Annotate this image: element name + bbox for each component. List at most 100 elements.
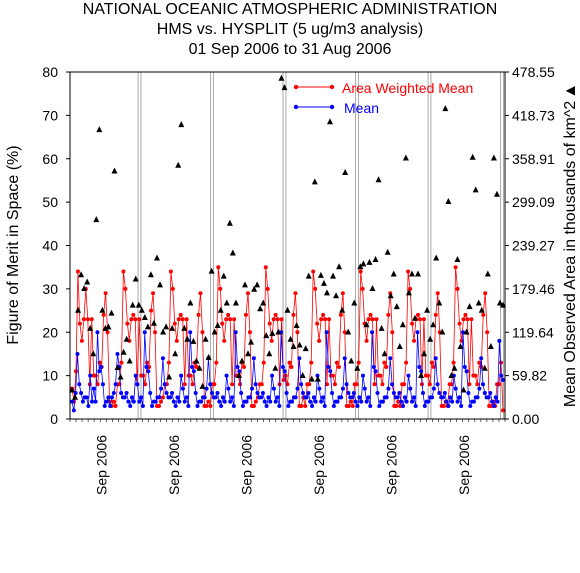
data-point <box>244 399 249 404</box>
data-point <box>485 330 490 335</box>
data-point <box>81 317 86 322</box>
data-point <box>311 269 316 274</box>
area-triangle-marker <box>424 306 431 313</box>
data-point <box>259 395 264 400</box>
area-triangle-marker <box>439 328 446 335</box>
data-point <box>242 364 247 369</box>
data-point <box>495 399 500 404</box>
data-point <box>243 312 248 317</box>
data-point <box>88 373 93 378</box>
data-point <box>131 399 136 404</box>
area-triangle-marker <box>469 153 476 160</box>
data-point <box>150 403 155 408</box>
area-triangle-marker <box>287 335 294 342</box>
chart-title-line-3: 01 Sep 2006 to 31 Aug 2006 <box>188 41 392 58</box>
data-point <box>404 399 409 404</box>
data-point <box>175 395 180 400</box>
data-point <box>164 390 169 395</box>
data-point <box>413 403 418 408</box>
chart-title-line-1: NATIONAL OCEANIC ATMOSPHERIC ADMINISTRAT… <box>82 1 498 18</box>
area-triangle-marker <box>211 328 218 335</box>
area-triangle-marker <box>181 324 188 331</box>
data-point <box>499 373 504 378</box>
data-point <box>446 403 451 408</box>
data-point <box>171 399 176 404</box>
data-point <box>151 291 156 296</box>
data-point <box>313 399 318 404</box>
area-triangle-marker <box>272 364 279 371</box>
data-point <box>501 377 505 382</box>
data-point <box>315 321 320 326</box>
data-point <box>270 373 275 378</box>
area-triangle-marker <box>93 216 100 223</box>
data-point <box>160 356 165 361</box>
series-2 <box>69 74 506 400</box>
data-point <box>482 390 487 395</box>
data-point <box>170 286 175 291</box>
data-point <box>299 403 304 408</box>
data-point <box>293 291 298 296</box>
data-point <box>473 373 478 378</box>
data-point <box>260 390 265 395</box>
data-point <box>449 382 454 387</box>
data-point <box>121 269 126 274</box>
area-triangle-marker <box>78 271 85 278</box>
x-axis-ticks: Sep 2006 Sep 2006 Sep 2006 Sep 2006 Sep 2006… <box>69 419 506 495</box>
data-point <box>358 269 363 274</box>
data-point <box>491 403 496 408</box>
data-point <box>326 364 331 369</box>
data-point <box>113 382 118 387</box>
data-point <box>399 399 404 404</box>
data-point <box>455 399 460 404</box>
area-triangle-marker <box>418 371 425 378</box>
area-triangle-marker <box>169 324 176 331</box>
area-triangle-marker <box>433 254 440 261</box>
data-point <box>336 364 341 369</box>
data-point <box>119 390 124 395</box>
data-point <box>268 399 273 404</box>
area-triangle-marker <box>445 197 452 204</box>
data-point <box>174 338 179 343</box>
area-triangle-marker <box>387 292 394 299</box>
data-point <box>330 390 335 395</box>
data-point <box>386 312 391 317</box>
area-triangle-marker <box>281 84 288 91</box>
area-triangle-marker <box>96 126 103 133</box>
left-tick-label: 50 <box>42 194 58 210</box>
area-triangle-marker <box>99 306 106 313</box>
x-tick-label: Sep 2006 <box>166 435 182 495</box>
area-triangle-marker <box>126 357 133 364</box>
data-point <box>353 399 358 404</box>
data-point <box>102 403 107 408</box>
data-point <box>384 395 389 400</box>
area-triangle-marker <box>345 328 352 335</box>
data-point <box>237 369 242 374</box>
data-point <box>479 356 484 361</box>
data-point <box>282 369 287 374</box>
data-point <box>97 369 102 374</box>
data-point <box>172 321 177 326</box>
data-point <box>366 395 371 400</box>
area-triangle-marker <box>75 306 82 313</box>
data-point <box>210 390 215 395</box>
area-triangle-marker <box>153 254 160 261</box>
data-point <box>77 321 82 326</box>
area-triangle-marker <box>90 350 97 357</box>
data-point <box>285 382 290 387</box>
data-point <box>289 364 294 369</box>
legend-marker-area-weighted-mean-end <box>329 84 335 90</box>
area-triangle-marker <box>463 328 470 335</box>
data-point <box>251 356 256 361</box>
area-triangle-marker <box>442 105 449 112</box>
data-point <box>406 373 411 378</box>
data-point <box>455 286 460 291</box>
data-point <box>467 382 472 387</box>
data-point <box>194 364 199 369</box>
data-point <box>435 291 440 296</box>
data-point <box>378 373 383 378</box>
data-point <box>75 351 80 356</box>
data-point <box>471 399 476 404</box>
data-point <box>137 399 142 404</box>
data-point <box>142 330 147 335</box>
data-point <box>382 360 387 365</box>
